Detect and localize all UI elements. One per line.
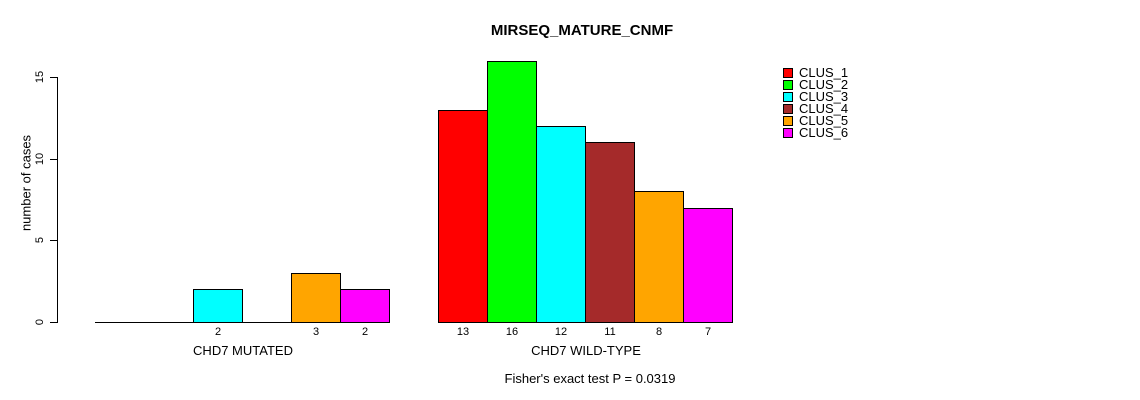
legend-swatch-clus_4: [783, 104, 793, 114]
chart-title: MIRSEQ_MATURE_CNMF: [490, 22, 674, 39]
legend-label: CLUS_4: [799, 101, 849, 116]
bar-value-label: 2: [361, 326, 369, 338]
legend-label: CLUS_6: [799, 125, 849, 140]
bar-clus_1-wildtype: [438, 110, 488, 323]
bar-value-label: 7: [704, 326, 712, 338]
y-tick: [50, 77, 57, 78]
bar-clus_5-wildtype: [634, 191, 684, 323]
legend-item: CLUS_6: [783, 125, 849, 140]
bar-value-label: 11: [604, 326, 616, 338]
y-tick: [50, 322, 57, 323]
legend-label: CLUS_5: [799, 113, 849, 128]
bar-value-label: 13: [456, 326, 470, 338]
legend-label: CLUS_1: [799, 65, 849, 80]
legend-swatch-clus_5: [783, 116, 793, 126]
legend-swatch-clus_2: [783, 80, 793, 90]
y-axis-label: number of cases: [18, 134, 34, 232]
bar-clus_6-mutated: [340, 289, 390, 323]
legend-swatch-clus_6: [783, 128, 793, 138]
group-label-wildtype: CHD7 WILD-TYPE: [531, 343, 641, 358]
y-axis-line: [57, 77, 58, 323]
legend-item: CLUS_1: [783, 65, 849, 80]
fisher-test-footnote: Fisher's exact test P = 0.0319: [504, 371, 676, 386]
group-label-mutated: CHD7 MUTATED: [193, 343, 293, 358]
bar-clus_4-wildtype: [585, 142, 635, 323]
y-tick-label: 10: [34, 152, 46, 166]
legend-label: CLUS_3: [799, 89, 849, 104]
legend-item: CLUS_2: [783, 77, 849, 92]
legend-swatch-clus_3: [783, 92, 793, 102]
bar-clus_2-wildtype: [487, 61, 537, 323]
bar-value-label: 3: [312, 326, 320, 338]
bar-clus_6-wildtype: [683, 208, 733, 323]
legend-swatch-clus_1: [783, 68, 793, 78]
y-tick-label: 5: [34, 236, 46, 244]
bar-value-label: 12: [554, 326, 568, 338]
bar-clus_3-wildtype: [536, 126, 586, 323]
legend-item: CLUS_3: [783, 89, 849, 104]
y-tick-label: 0: [34, 318, 46, 326]
y-tick: [50, 240, 57, 241]
legend-label: CLUS_2: [799, 77, 849, 92]
y-tick: [50, 159, 57, 160]
bar-value-label: 8: [655, 326, 663, 338]
legend-item: CLUS_5: [783, 113, 849, 128]
y-tick-label: 15: [34, 70, 46, 84]
bar-clus_5-mutated: [291, 273, 341, 323]
bar-clus_3-mutated: [193, 289, 243, 323]
bar-value-label: 16: [505, 326, 519, 338]
legend: CLUS_1 CLUS_2 CLUS_3 CLUS_4 CLUS_5 CLUS_6: [783, 65, 849, 140]
bar-value-label: 2: [214, 326, 222, 338]
legend-item: CLUS_4: [783, 101, 849, 116]
